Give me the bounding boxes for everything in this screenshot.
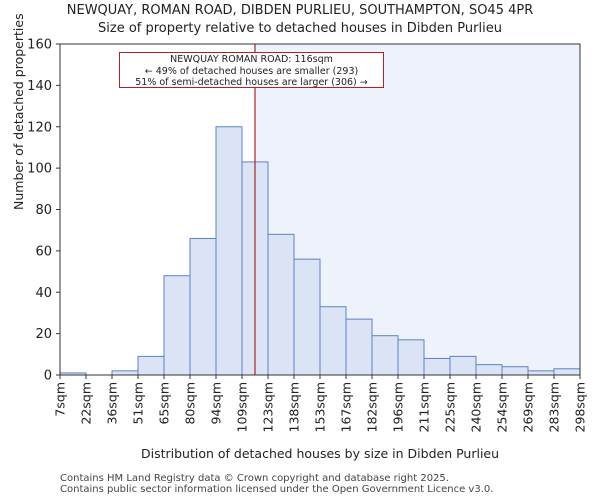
- bar-269sqm: [527, 370, 555, 376]
- x-tick-label-269sqm: 269sqm: [521, 382, 536, 432]
- y-tick-label-0: 0: [44, 369, 52, 384]
- y-tick-label-40: 40: [35, 286, 52, 301]
- bar-182sqm: [371, 335, 399, 376]
- bar-36sqm: [111, 370, 139, 376]
- x-tick-label-51sqm: 51sqm: [131, 382, 146, 425]
- bar-80sqm: [189, 237, 217, 376]
- x-tick-label-123sqm: 123sqm: [261, 382, 276, 432]
- x-tick-label-36sqm: 36sqm: [105, 382, 120, 425]
- bar-211sqm: [423, 357, 451, 376]
- bar-123sqm: [267, 233, 295, 376]
- y-tick-label-160: 160: [27, 38, 52, 53]
- bar-138sqm: [293, 258, 321, 376]
- bar-196sqm: [397, 339, 425, 376]
- y-tick-label-80: 80: [35, 203, 52, 218]
- x-tick-label-225sqm: 225sqm: [443, 382, 458, 432]
- x-tick-label-109sqm: 109sqm: [235, 382, 250, 432]
- y-axis-label: Number of detached properties: [11, 13, 26, 210]
- bar-283sqm: [553, 368, 581, 376]
- x-tick-label-138sqm: 138sqm: [287, 382, 302, 432]
- property-annotation-box: NEWQUAY ROMAN ROAD: 116sqm ← 49% of deta…: [119, 52, 384, 88]
- bar-225sqm: [449, 355, 477, 376]
- x-tick-label-167sqm: 167sqm: [339, 382, 354, 432]
- footer-line-2: Contains public sector information licen…: [60, 484, 494, 495]
- x-tick-label-254sqm: 254sqm: [495, 382, 510, 432]
- annotation-line-3: 51% of semi-detached houses are larger (…: [135, 77, 368, 88]
- footer-line-1: Contains HM Land Registry data © Crown c…: [60, 473, 449, 484]
- bar-240sqm: [475, 364, 503, 376]
- y-tick-label-120: 120: [27, 120, 52, 135]
- bar-65sqm: [163, 275, 191, 376]
- x-tick-label-211sqm: 211sqm: [417, 382, 432, 432]
- bar-167sqm: [345, 318, 373, 376]
- bar-51sqm: [137, 355, 165, 376]
- y-tick-label-20: 20: [35, 327, 52, 342]
- bar-254sqm: [501, 366, 529, 376]
- bar-94sqm: [215, 126, 243, 376]
- x-tick-label-196sqm: 196sqm: [391, 382, 406, 432]
- chart-subtitle: Size of property relative to detached ho…: [98, 21, 502, 36]
- x-tick-label-153sqm: 153sqm: [313, 382, 328, 432]
- y-tick-label-60: 60: [35, 244, 52, 259]
- annotation-line-1: NEWQUAY ROMAN ROAD: 116sqm: [170, 54, 333, 65]
- y-tick-label-100: 100: [27, 162, 52, 177]
- x-tick-label-240sqm: 240sqm: [469, 382, 484, 432]
- x-tick-label-80sqm: 80sqm: [183, 382, 198, 425]
- x-axis-label: Distribution of detached houses by size …: [140, 446, 500, 461]
- x-tick-label-7sqm: 7sqm: [53, 382, 68, 417]
- chart-title: NEWQUAY, ROMAN ROAD, DIBDEN PURLIEU, SOU…: [66, 3, 534, 18]
- x-tick-label-94sqm: 94sqm: [209, 382, 224, 425]
- x-tick-label-22sqm: 22sqm: [79, 382, 94, 425]
- annotation-line-2: ← 49% of detached houses are smaller (29…: [144, 65, 359, 77]
- x-tick-label-283sqm: 283sqm: [547, 382, 562, 432]
- x-tick-label-298sqm: 298sqm: [573, 382, 588, 432]
- x-tick-label-65sqm: 65sqm: [157, 382, 172, 425]
- bar-153sqm: [319, 306, 347, 376]
- x-tick-label-182sqm: 182sqm: [365, 382, 380, 432]
- y-tick-label-140: 140: [27, 79, 52, 94]
